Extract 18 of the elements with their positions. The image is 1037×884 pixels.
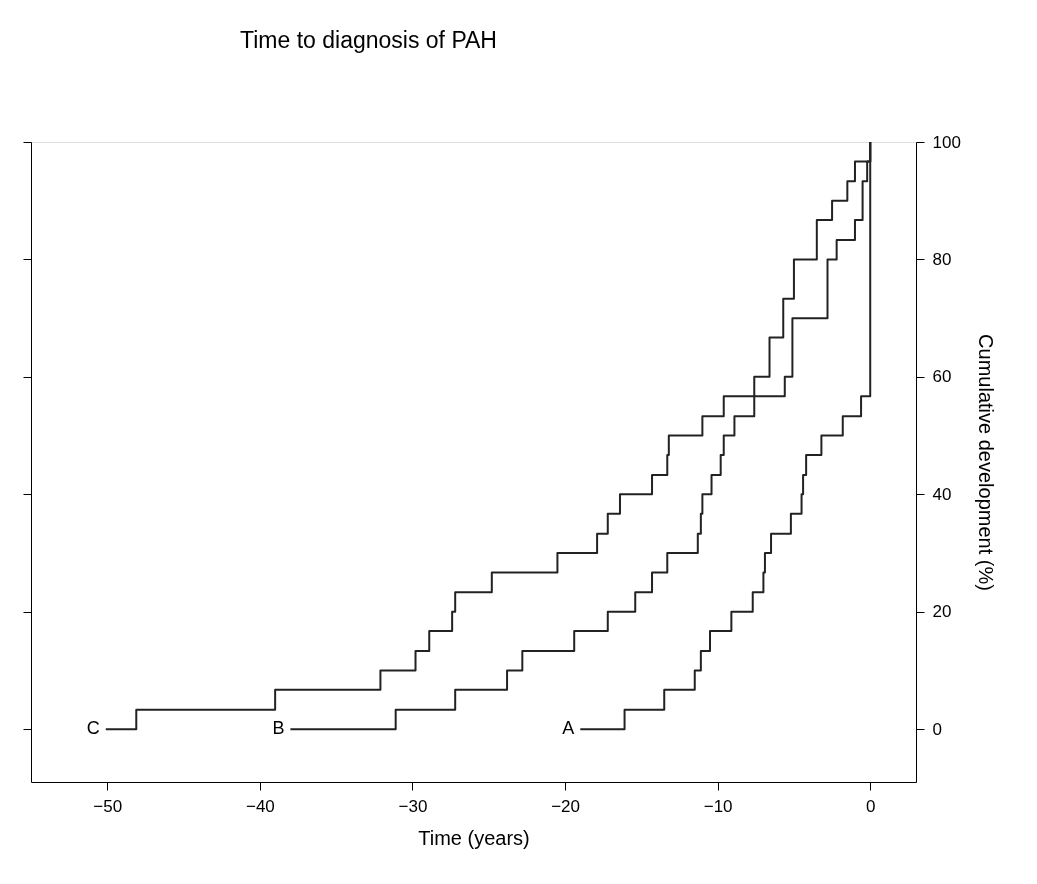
- x-tick-label: −20: [551, 796, 580, 816]
- chart-title: Time to diagnosis of PAH: [240, 27, 497, 53]
- x-tick-label: −40: [245, 796, 275, 816]
- x-axis-title: Time (years): [418, 826, 530, 849]
- y-tick-label: 40: [932, 484, 952, 504]
- series-label: B: [272, 718, 285, 739]
- y-axis-title: Cumulative development (%): [974, 334, 997, 591]
- series-label: C: [86, 718, 100, 739]
- x-tick-label: −10: [703, 796, 733, 816]
- y-tick-label: 80: [932, 249, 952, 269]
- y-tick-label: 20: [932, 602, 952, 622]
- y-tick-label: 0: [932, 719, 942, 739]
- x-tick-label: −30: [398, 796, 428, 816]
- x-tick-label: −50: [93, 796, 123, 816]
- x-tick-label: 0: [865, 796, 876, 816]
- series-label: A: [562, 718, 575, 739]
- y-tick-label: 60: [932, 367, 952, 387]
- y-tick-label: 100: [932, 132, 961, 152]
